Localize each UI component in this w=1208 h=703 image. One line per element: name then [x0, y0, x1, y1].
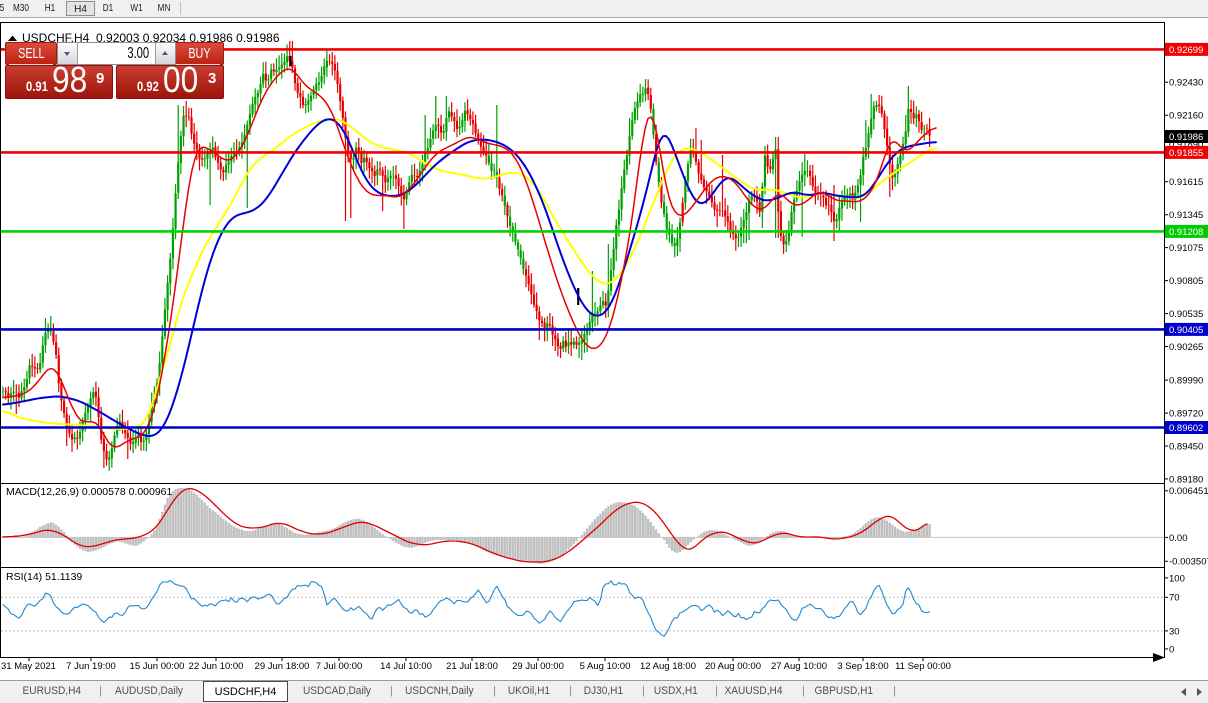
- svg-text:0.91986: 0.91986: [1169, 132, 1203, 143]
- svg-text:20 Aug 00:00: 20 Aug 00:00: [705, 661, 761, 672]
- svg-text:5 Aug 10:00: 5 Aug 10:00: [580, 661, 631, 672]
- svg-text:0.91855: 0.91855: [1169, 148, 1203, 159]
- svg-text:100: 100: [1169, 573, 1185, 584]
- svg-text:0.006451: 0.006451: [1169, 486, 1208, 497]
- svg-text:7 Jun 19:00: 7 Jun 19:00: [66, 661, 116, 672]
- svg-text:USDCHF,H4 0.92003 0.92034 0.9: USDCHF,H4 0.92003 0.92034 0.91986 0.9198…: [22, 31, 280, 45]
- svg-text:0.91890: 0.91890: [1169, 140, 1203, 151]
- svg-text:-0.003507: -0.003507: [1169, 557, 1208, 568]
- svg-text:21 Jul 18:00: 21 Jul 18:00: [446, 661, 498, 672]
- svg-text:0.92430: 0.92430: [1169, 78, 1203, 89]
- svg-text:0.00: 0.00: [1169, 533, 1188, 544]
- svg-text:0.89602: 0.89602: [1169, 423, 1203, 434]
- svg-text:0.91345: 0.91345: [1169, 210, 1203, 221]
- svg-text:0.89180: 0.89180: [1169, 474, 1203, 485]
- svg-text:0.91615: 0.91615: [1169, 177, 1203, 188]
- svg-text:7 Jul 00:00: 7 Jul 00:00: [316, 661, 362, 672]
- svg-text:0.92699: 0.92699: [1169, 45, 1203, 56]
- svg-text:11 Sep 00:00: 11 Sep 00:00: [895, 661, 951, 672]
- svg-text:12 Aug 18:00: 12 Aug 18:00: [640, 661, 696, 672]
- svg-text:0.89990: 0.89990: [1169, 376, 1203, 387]
- svg-text:30: 30: [1169, 626, 1180, 637]
- svg-text:0.91075: 0.91075: [1169, 243, 1203, 254]
- svg-text:70: 70: [1169, 593, 1180, 604]
- svg-text:15 Jun 00:00: 15 Jun 00:00: [130, 661, 185, 672]
- svg-text:3 Sep 18:00: 3 Sep 18:00: [837, 661, 888, 672]
- svg-text:22 Jun 10:00: 22 Jun 10:00: [189, 661, 244, 672]
- svg-text:31 May 2021: 31 May 2021: [1, 661, 56, 672]
- svg-text:0.91208: 0.91208: [1169, 227, 1203, 238]
- svg-text:MACD(12,26,9) 0.000578 0.00096: MACD(12,26,9) 0.000578 0.000961: [6, 486, 173, 498]
- svg-text:0.89450: 0.89450: [1169, 441, 1203, 452]
- svg-text:0.90805: 0.90805: [1169, 276, 1203, 287]
- svg-text:14 Jul 10:00: 14 Jul 10:00: [380, 661, 432, 672]
- svg-text:0: 0: [1169, 644, 1174, 655]
- svg-text:0.90535: 0.90535: [1169, 309, 1203, 320]
- svg-text:29 Jun 18:00: 29 Jun 18:00: [255, 661, 310, 672]
- svg-text:0.90405: 0.90405: [1169, 325, 1203, 336]
- svg-text:0.90265: 0.90265: [1169, 342, 1203, 353]
- svg-text:RSI(14) 51.1139: RSI(14) 51.1139: [6, 571, 82, 583]
- svg-text:27 Aug 10:00: 27 Aug 10:00: [771, 661, 827, 672]
- svg-text:29 Jul 00:00: 29 Jul 00:00: [512, 661, 564, 672]
- svg-text:0.89720: 0.89720: [1169, 409, 1203, 420]
- svg-text:0.92160: 0.92160: [1169, 111, 1203, 122]
